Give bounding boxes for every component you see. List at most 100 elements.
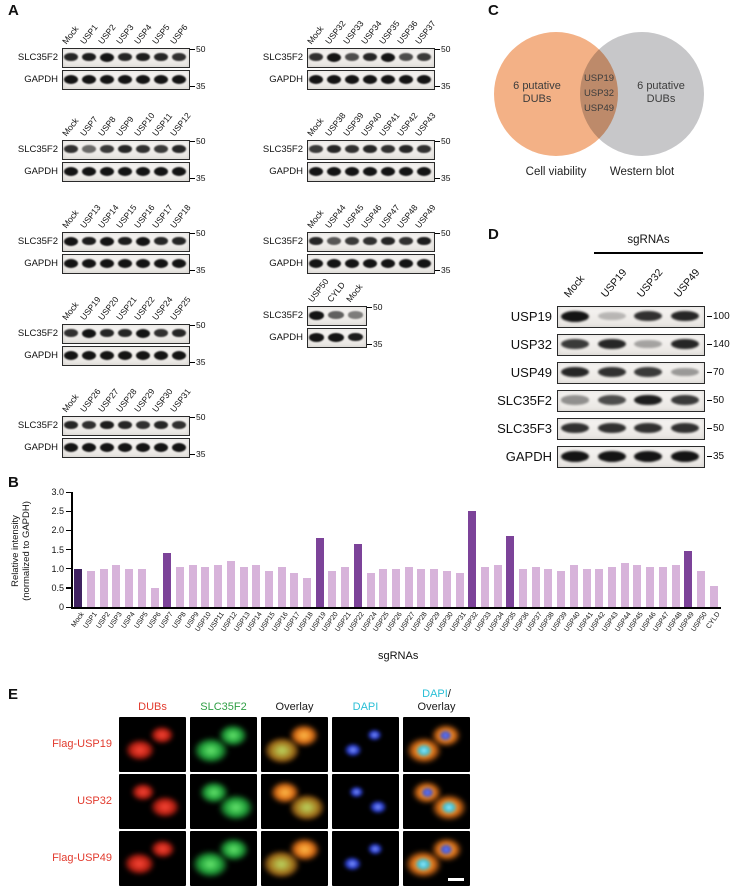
protein-band [634,339,663,349]
blot-strip [557,390,705,412]
lane-label: USP3 [114,22,136,46]
protein-band [154,258,168,268]
lane-label: USP8 [96,114,118,138]
protein-label: GAPDH [24,350,58,361]
micrograph-green [190,774,257,829]
blot-strip [307,232,435,252]
protein-label: USP49 [510,365,552,380]
micrograph-content [190,774,257,829]
protein-label: GAPDH [269,332,303,343]
protein-band [670,367,699,377]
marker-tick [367,344,372,346]
micrograph-content [261,717,328,772]
bar-usp20 [328,570,337,607]
y-tick-label: 1.0 [51,563,64,574]
protein-band [100,144,114,154]
bar-usp35 [506,536,515,607]
bar-cyld [709,585,718,607]
micrograph-merge [403,831,470,886]
protein-band [381,144,395,154]
micrograph-overlay [261,831,328,886]
molecular-weight-marker: 35 [435,265,450,275]
protein-band [381,258,395,268]
cell-blob [288,723,319,747]
protein-band [64,328,78,338]
protein-label: SLC35F3 [497,421,552,436]
micrograph-overlay [261,717,328,772]
lane-label: USP1 [78,22,100,46]
protein-label: GAPDH [24,442,58,453]
molecular-weight-marker: 50 [190,320,205,330]
protein-band [309,236,323,246]
bar-usp2 [99,568,108,607]
protein-label: USP32 [510,337,552,352]
marker-tick [190,270,195,272]
blot-strip [307,48,435,68]
protein-band [82,350,96,360]
sgrnas-underline [594,252,703,254]
molecular-weight-marker: 35 [435,81,450,91]
protein-band [345,236,359,246]
micrograph-red [119,717,186,772]
protein-band [561,338,590,350]
bar-usp18 [303,578,312,607]
cell-blob [265,737,300,763]
protein-band [136,236,150,246]
protein-label: GAPDH [24,258,58,269]
protein-label: SLC35F2 [262,236,303,247]
lane-label: USP50 [305,276,331,304]
protein-band [670,310,699,322]
protein-band [172,442,186,452]
protein-label: SLC35F2 [17,236,58,247]
protein-band [118,350,132,360]
lane-label: Mock [305,115,326,138]
protein-band [100,328,114,338]
blot-strip [62,140,190,160]
protein-band [100,442,114,452]
column-header-line: DAPI [353,701,379,714]
micrograph-content [261,774,328,829]
molecular-weight-marker: 50 [190,228,205,238]
y-tick-label: 1.5 [51,544,64,555]
micrograph-content [332,717,399,772]
panel-b-label: B [8,474,19,491]
protein-band [417,236,431,246]
y-tick-label: 0 [58,602,64,612]
bar-usp48 [671,564,680,607]
y-tick-mark [66,549,71,551]
protein-band [154,74,168,84]
cell-blob [343,856,363,872]
column-header-line: SLC35F2 [200,701,246,714]
y-axis-title-line1: Relative intensity [10,515,21,587]
protein-band [136,144,150,154]
protein-label: SLC35F2 [262,52,303,63]
row-label-usp32: USP32 [77,794,112,807]
protein-band [634,366,663,378]
protein-band [118,442,132,452]
protein-band [670,450,699,462]
bar-usp5 [137,568,146,607]
protein-band [172,258,186,268]
micrograph-content [261,831,328,886]
lane-label: USP7 [78,114,100,138]
molecular-weight-marker: 50 [435,136,450,146]
protein-band [82,328,96,338]
marker-tick [707,315,712,317]
protein-band [634,450,663,462]
marker-tick [707,427,712,429]
micrograph-red [119,831,186,886]
blot-strip [62,324,190,344]
molecular-weight-marker: 140 [707,339,730,350]
scale-bar [448,878,464,881]
protein-band [136,420,150,430]
protein-band [64,442,78,452]
bar-usp31 [455,572,464,607]
bar-usp30 [442,570,451,607]
y-tick-mark [66,491,71,493]
protein-band [327,144,341,154]
protein-band [136,166,150,176]
bar-mock [74,568,83,607]
protein-band [561,310,590,322]
bar-usp17 [290,572,299,607]
micrograph-content [403,717,470,772]
